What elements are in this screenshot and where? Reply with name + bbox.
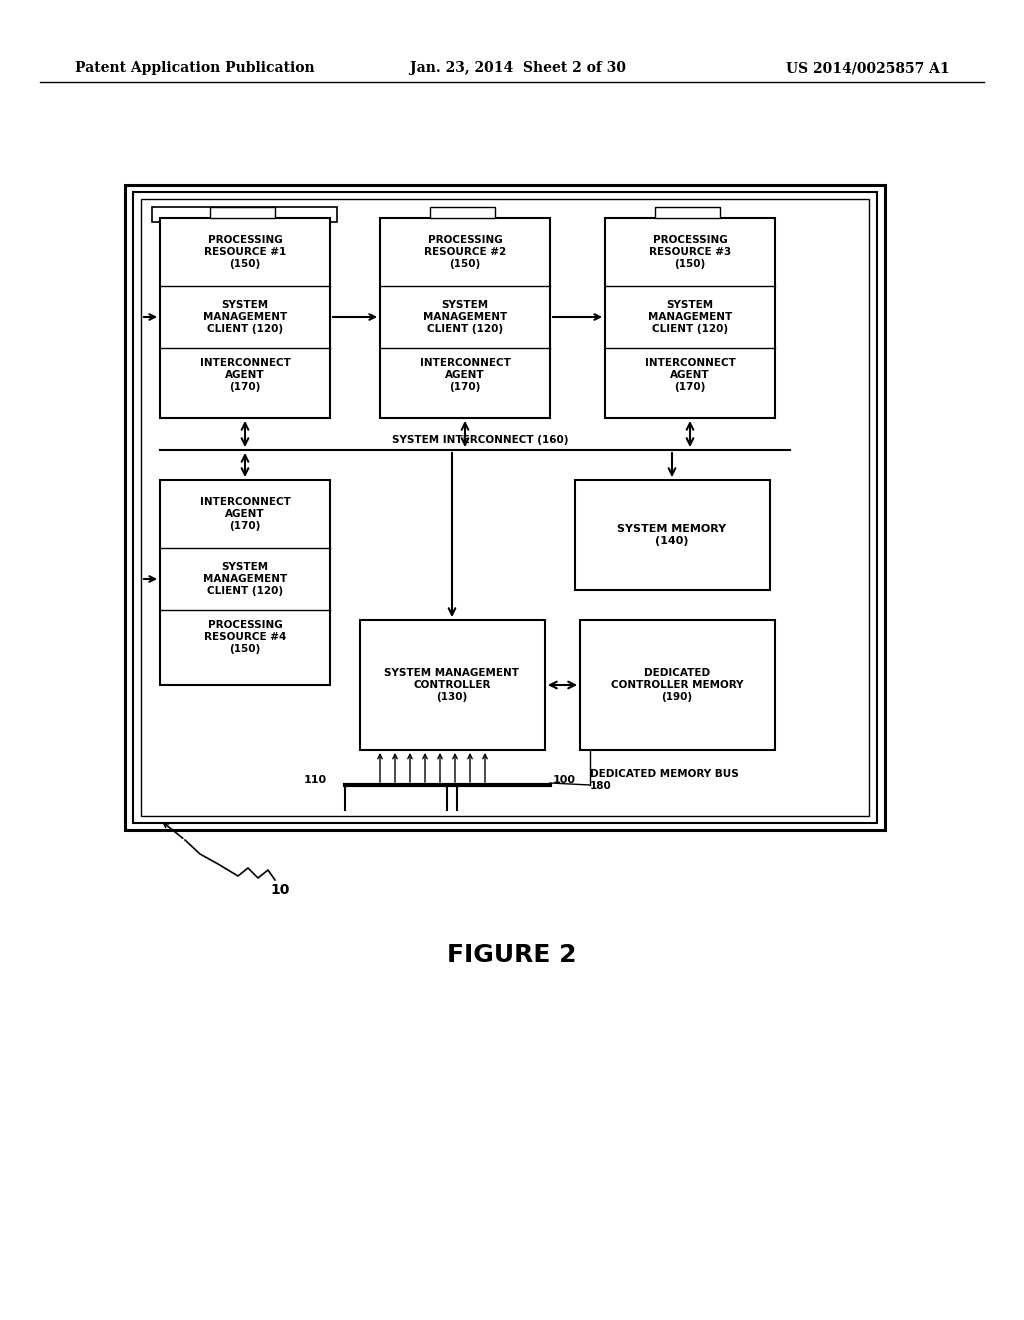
Text: DEDICATED
CONTROLLER MEMORY
(190): DEDICATED CONTROLLER MEMORY (190) <box>610 668 743 702</box>
Text: SYSTEM MEMORY
(140): SYSTEM MEMORY (140) <box>617 524 727 545</box>
Text: PROCESSING
RESOURCE #2
(150): PROCESSING RESOURCE #2 (150) <box>424 235 506 268</box>
Text: SYSTEM
MANAGEMENT
CLIENT (120): SYSTEM MANAGEMENT CLIENT (120) <box>648 301 732 334</box>
Text: 100: 100 <box>553 775 575 785</box>
Bar <box>380 218 550 418</box>
Text: DEDICATED MEMORY BUS
180: DEDICATED MEMORY BUS 180 <box>590 770 738 791</box>
Text: INTERCONNECT
AGENT
(170): INTERCONNECT AGENT (170) <box>420 359 510 392</box>
Bar <box>141 199 869 816</box>
Bar <box>133 191 877 822</box>
Text: SYSTEM
MANAGEMENT
CLIENT (120): SYSTEM MANAGEMENT CLIENT (120) <box>203 301 287 334</box>
Bar <box>160 480 330 685</box>
Bar <box>575 480 770 590</box>
Text: PROCESSING
RESOURCE #1
(150): PROCESSING RESOURCE #1 (150) <box>204 235 286 268</box>
Bar <box>605 218 775 418</box>
Text: SYSTEM MANAGEMENT
CONTROLLER
(130): SYSTEM MANAGEMENT CONTROLLER (130) <box>384 668 519 702</box>
Text: INTERCONNECT
AGENT
(170): INTERCONNECT AGENT (170) <box>200 359 291 392</box>
Bar <box>125 185 885 830</box>
Text: PROCESSING
RESOURCE #4
(150): PROCESSING RESOURCE #4 (150) <box>204 620 286 653</box>
Text: 110: 110 <box>304 775 327 785</box>
Bar <box>160 218 330 418</box>
Text: FIGURE 2: FIGURE 2 <box>447 942 577 968</box>
Text: SYSTEM INTERCONNECT (160): SYSTEM INTERCONNECT (160) <box>392 436 568 445</box>
Text: 10: 10 <box>270 883 290 898</box>
Bar <box>360 620 545 750</box>
Text: Patent Application Publication: Patent Application Publication <box>75 61 314 75</box>
Text: US 2014/0025857 A1: US 2014/0025857 A1 <box>786 61 950 75</box>
Bar <box>655 207 720 218</box>
Bar <box>210 207 275 218</box>
Text: Jan. 23, 2014  Sheet 2 of 30: Jan. 23, 2014 Sheet 2 of 30 <box>410 61 626 75</box>
Text: SYSTEM
MANAGEMENT
CLIENT (120): SYSTEM MANAGEMENT CLIENT (120) <box>423 301 507 334</box>
Text: PROCESSING
RESOURCE #3
(150): PROCESSING RESOURCE #3 (150) <box>649 235 731 268</box>
Text: INTERCONNECT
AGENT
(170): INTERCONNECT AGENT (170) <box>644 359 735 392</box>
Bar <box>430 207 495 218</box>
Bar <box>152 207 337 222</box>
Text: INTERCONNECT
AGENT
(170): INTERCONNECT AGENT (170) <box>200 498 291 531</box>
Text: SYSTEM
MANAGEMENT
CLIENT (120): SYSTEM MANAGEMENT CLIENT (120) <box>203 562 287 595</box>
Bar <box>580 620 775 750</box>
